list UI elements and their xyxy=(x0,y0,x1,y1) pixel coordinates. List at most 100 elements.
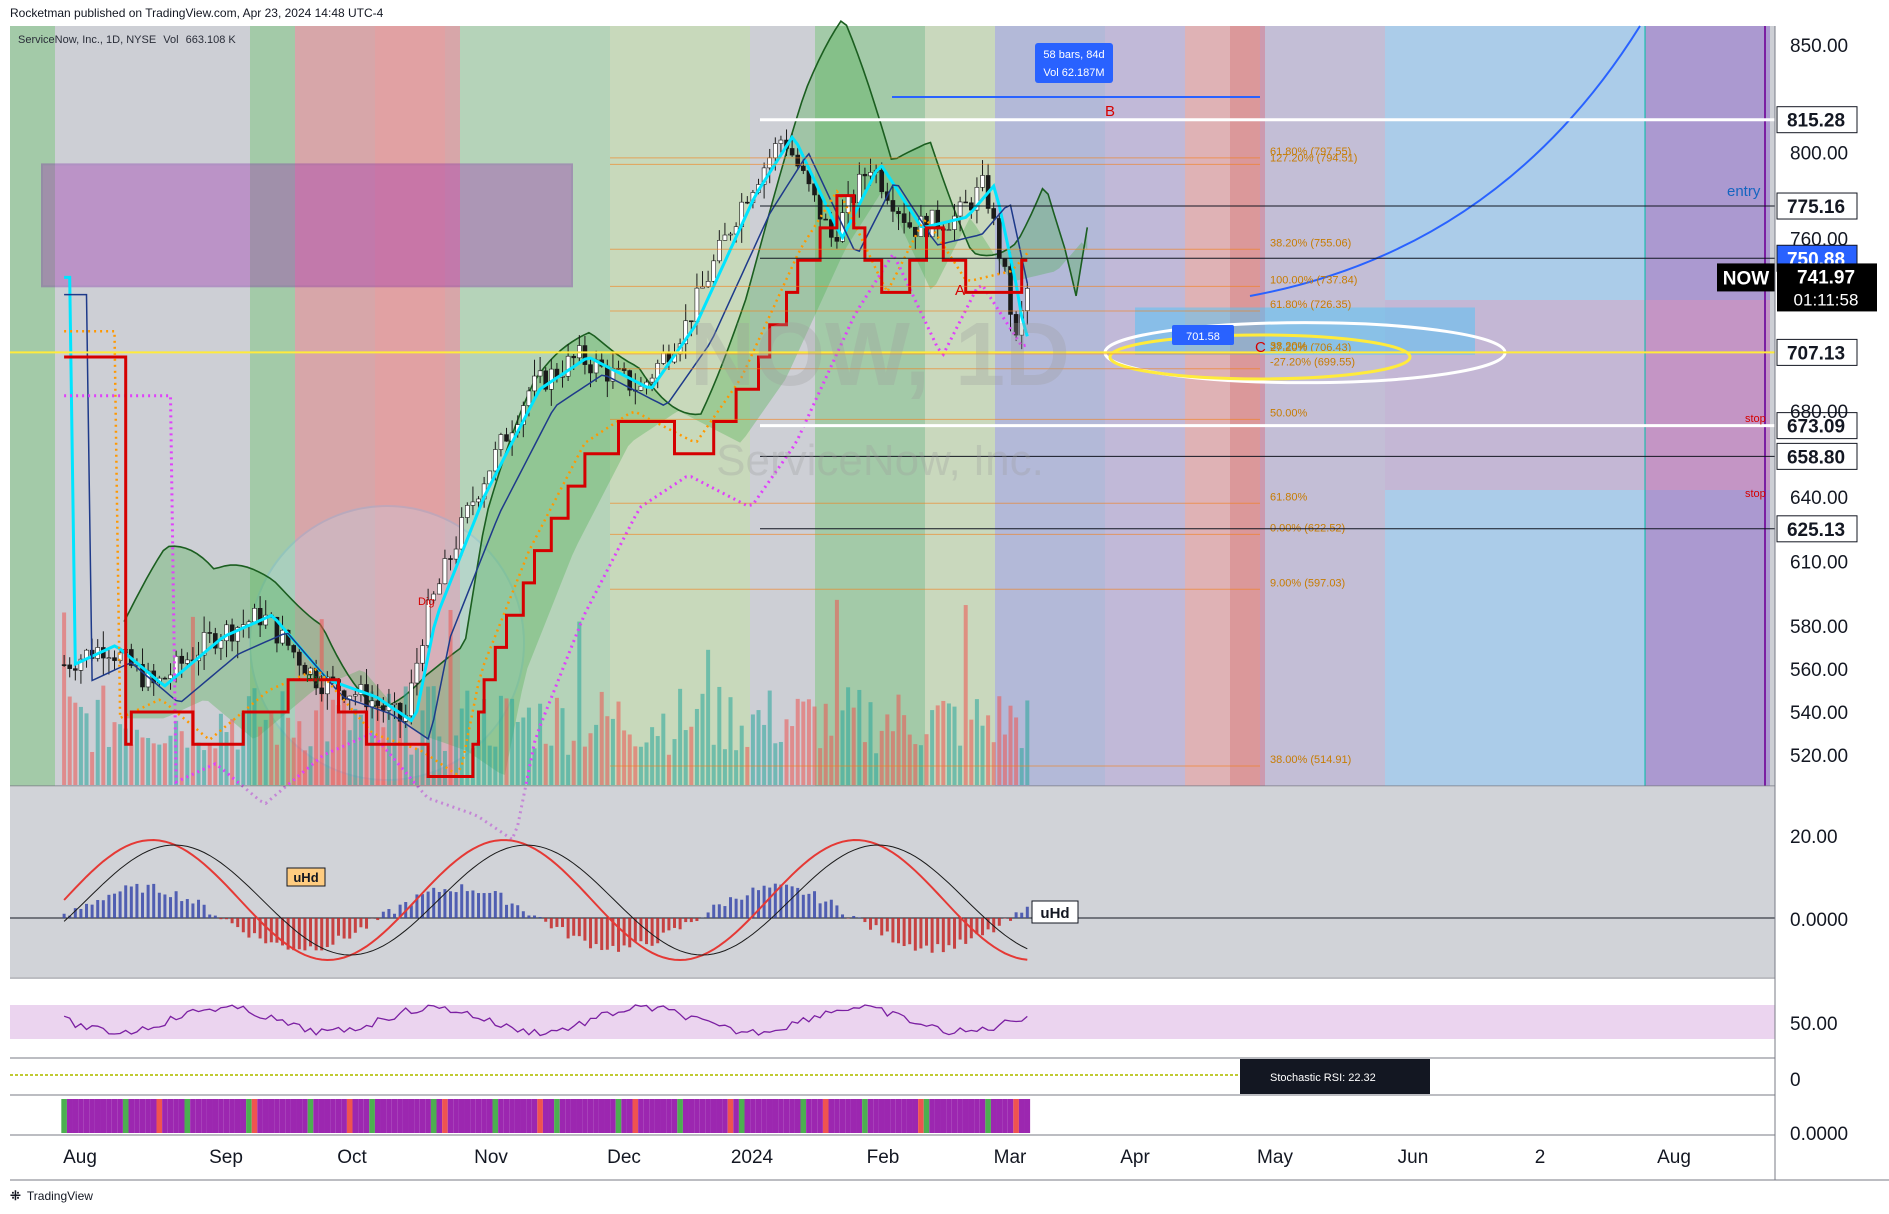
extra-bar xyxy=(358,1099,364,1133)
macd-bar xyxy=(409,905,413,918)
macd-bar xyxy=(219,918,223,920)
extra-bar xyxy=(486,1099,493,1133)
macd-bar xyxy=(471,890,475,918)
macd-bar xyxy=(768,887,772,918)
candle-body xyxy=(957,201,963,217)
extra-bar xyxy=(447,1099,454,1133)
volume-bar xyxy=(946,703,951,785)
macd-bar xyxy=(197,899,201,918)
macd-bar xyxy=(258,918,262,939)
extra-bar xyxy=(570,1099,577,1133)
macd-bar xyxy=(426,891,430,918)
volume-bar xyxy=(409,754,414,785)
volume-bar xyxy=(241,712,246,785)
volume-bar xyxy=(403,686,408,785)
price-tag: 775.16 xyxy=(1787,197,1845,218)
extra-bar xyxy=(671,1099,678,1133)
macd-bar xyxy=(477,893,481,918)
extra-bar xyxy=(554,1099,560,1133)
candle-body xyxy=(879,169,885,193)
candle-body xyxy=(728,233,733,236)
price-tag: 658.80 xyxy=(1787,447,1845,468)
candle-body xyxy=(476,498,481,503)
candle-body xyxy=(689,320,694,323)
indicator-lines xyxy=(64,134,1029,842)
volume-bar xyxy=(510,698,515,785)
volume-bar xyxy=(202,750,207,785)
macd-bar xyxy=(639,918,643,942)
price-tag-bg xyxy=(1776,338,1858,366)
extra-bar xyxy=(638,1099,644,1133)
macd-bar xyxy=(656,918,660,944)
macd-bar xyxy=(275,918,279,943)
volume-bar xyxy=(263,719,268,785)
extra-bar xyxy=(979,1099,986,1133)
time-axis[interactable]: Aug Sep Oct Nov Dec 2024 Feb Mar Apr May Jun 2 Aug xyxy=(63,1147,1691,1168)
volume-bar xyxy=(941,700,946,785)
extra-bar xyxy=(346,1099,353,1133)
y-tick-label: 610.00 xyxy=(1790,552,1848,573)
extra-bar xyxy=(318,1099,325,1133)
macd-bar xyxy=(577,918,581,937)
macd-bar xyxy=(824,901,828,918)
fib-label: -27.20% (699.55) xyxy=(1270,357,1355,369)
macd-bar xyxy=(779,884,783,918)
y-tick-label: 680.00 xyxy=(1790,402,1848,423)
extra-bar xyxy=(100,1099,107,1133)
candle-body xyxy=(61,664,67,666)
volume-bar xyxy=(78,706,83,785)
volume-bar xyxy=(302,750,307,785)
volume-bar xyxy=(862,742,867,785)
volume-bar xyxy=(1002,734,1007,785)
macd-bar xyxy=(387,909,391,918)
extra-bar xyxy=(268,1099,275,1133)
candle-body xyxy=(291,645,297,653)
footer-brand: ⁜ TradingView xyxy=(10,1188,93,1204)
macd-bar xyxy=(482,893,486,918)
candle-body xyxy=(78,658,84,671)
extra-bar xyxy=(307,1099,314,1133)
candle-body xyxy=(437,583,442,595)
extra-bar xyxy=(83,1099,90,1133)
candle-body xyxy=(997,218,1002,259)
extra-bar xyxy=(1024,1099,1031,1133)
macd-bar xyxy=(919,918,923,949)
candle-body xyxy=(823,218,829,221)
volume-bar xyxy=(700,693,705,785)
macd-bar xyxy=(953,918,957,949)
x-tick-label: Oct xyxy=(337,1147,367,1168)
macd-bar xyxy=(241,918,245,933)
extra-bar xyxy=(330,1099,336,1133)
macd-bar xyxy=(745,895,749,918)
macd-bar xyxy=(163,894,167,918)
volume-bar xyxy=(465,690,470,785)
extra-bar xyxy=(290,1099,297,1133)
extra-bar xyxy=(128,1099,135,1133)
macd-bar xyxy=(583,918,587,941)
macd-bar xyxy=(611,918,615,946)
volume-bar xyxy=(118,724,123,785)
macd-bar xyxy=(869,918,873,930)
macd-bar xyxy=(191,903,195,918)
macd-bar xyxy=(645,918,649,945)
volume-bar xyxy=(918,745,923,785)
volume-bar xyxy=(493,746,498,785)
candle-body xyxy=(767,157,773,169)
x-tick-label: Sep xyxy=(209,1147,243,1168)
price-tag: 625.13 xyxy=(1787,520,1845,541)
volume-bar xyxy=(689,726,694,785)
volume-bar xyxy=(560,708,565,785)
extra-bar xyxy=(598,1099,605,1133)
volume-bar xyxy=(896,694,901,785)
volume-bar xyxy=(532,748,537,785)
candle-body xyxy=(717,240,722,262)
volume-bar xyxy=(1025,700,1030,785)
macd-bar xyxy=(695,918,699,922)
extra-bar xyxy=(498,1099,504,1133)
price-axis[interactable]: 850.00 800.00 760.00 680.00 640.00 610.00 580.… xyxy=(1790,36,1848,767)
volume-bar xyxy=(1008,705,1013,785)
candle-body xyxy=(168,674,173,679)
extra-bar xyxy=(1018,1099,1025,1133)
macd-bar xyxy=(124,885,128,918)
